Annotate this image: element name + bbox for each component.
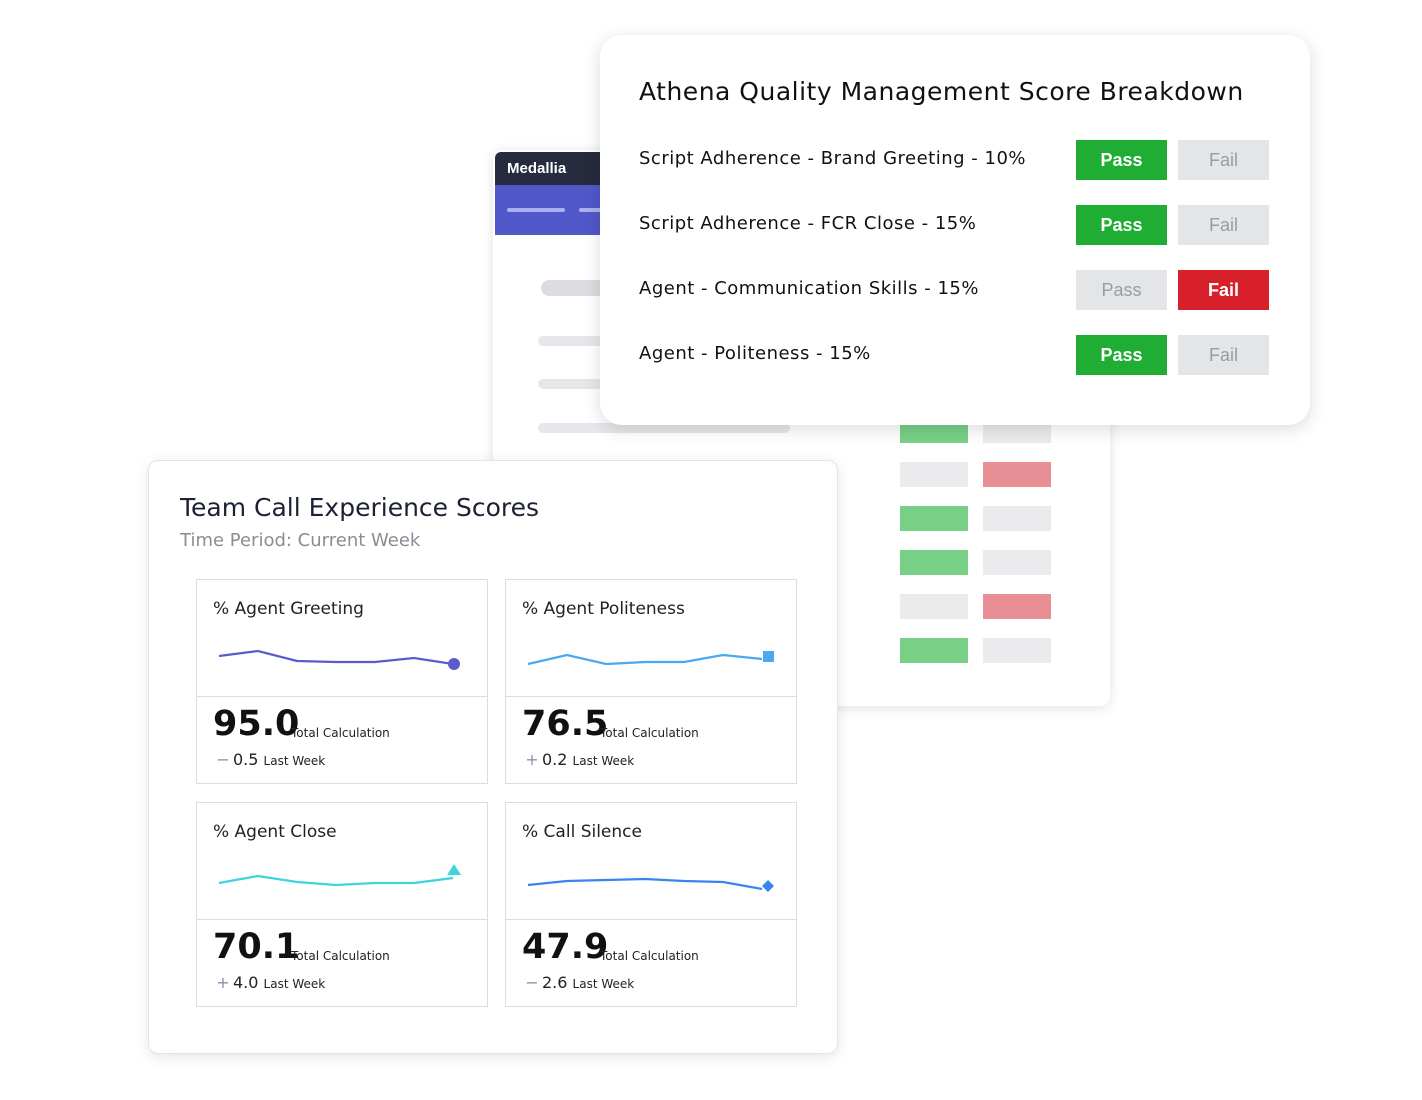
tile-value-label: Total Calculation [600,726,699,740]
pass-button[interactable]: Pass [1076,205,1167,245]
fail-button[interactable]: Fail [1178,140,1269,180]
change-value: 4.0 [233,973,259,992]
sparkline-line [218,649,454,666]
medallia-logo: Medallia [507,160,567,177]
change-sign: − [216,750,230,769]
score-breakdown-card: Athena Quality Management Score Breakdow… [600,35,1310,425]
grid-cell [983,550,1051,575]
team-scores-card: Team Call Experience Scores Time Period:… [148,460,838,1054]
sparkline [218,649,460,670]
tile-title: % Agent Close [213,822,337,842]
marker-diamond [762,880,774,892]
pass-button[interactable]: Pass [1076,335,1167,375]
tile-change: −0.5 Last Week [213,750,325,769]
tile-value: 47.9 [522,927,609,967]
placeholder-bar [538,379,648,389]
tile-value-label: Total Calculation [600,949,699,963]
change-label: Last Week [572,977,635,991]
pass-button[interactable]: Pass [1076,140,1167,180]
grid-cell [900,594,968,619]
tile-change: −2.6 Last Week [522,973,634,992]
team-title: Team Call Experience Scores [180,493,540,522]
criterion-label: Script Adherence - FCR Close - 15% [639,213,977,234]
tile-change: +4.0 Last Week [213,973,325,992]
sparkline-line [527,653,763,666]
pass-button[interactable]: Pass [1076,270,1167,310]
score-tile[interactable]: % Agent Politeness 76.5 Total Calculatio… [505,579,797,784]
change-label: Last Week [263,754,326,768]
criterion-label: Agent - Politeness - 15% [639,343,871,364]
change-label: Last Week [263,977,326,991]
marker-triangle [447,864,461,875]
sparkline [527,877,774,892]
change-sign: + [216,973,230,992]
tile-value-label: Total Calculation [291,949,390,963]
change-sign: − [525,973,539,992]
tile-value: 76.5 [522,704,609,744]
score-tile[interactable]: % Call Silence 47.9 Total Calculation −2… [505,802,797,1007]
marker-circle [448,658,460,670]
fail-button[interactable]: Fail [1178,205,1269,245]
grid-cell [983,594,1051,619]
criterion-label: Agent - Communication Skills - 15% [639,278,979,299]
sparkline-line [527,877,763,891]
placeholder-bar [538,336,648,346]
tile-title: % Call Silence [522,822,642,842]
change-label: Last Week [572,754,635,768]
criterion-label: Script Adherence - Brand Greeting - 10% [639,148,1027,169]
tile-value-label: Total Calculation [291,726,390,740]
grid-cell [900,550,968,575]
sparkline-line [218,874,454,887]
placeholder-bar [538,423,790,433]
change-value: 0.5 [233,750,259,769]
breakdown-title: Athena Quality Management Score Breakdow… [639,77,1244,106]
grid-cell [983,506,1051,531]
fail-button[interactable]: Fail [1178,270,1269,310]
fail-button[interactable]: Fail [1178,335,1269,375]
tile-value: 95.0 [213,704,300,744]
grid-cell [900,506,968,531]
change-value: 0.2 [542,750,568,769]
tile-title: % Agent Politeness [522,599,685,619]
sparkline [527,651,774,666]
grid-cell [983,462,1051,487]
time-period: Time Period: Current Week [180,530,421,551]
grid-cell [900,462,968,487]
change-value: 2.6 [542,973,568,992]
tile-title: % Agent Greeting [213,599,364,619]
tile-change: +0.2 Last Week [522,750,634,769]
grid-cell [983,638,1051,663]
score-tile[interactable]: % Agent Greeting 95.0 Total Calculation … [196,579,488,784]
sparkline [218,864,461,887]
grid-cell [900,638,968,663]
tile-value: 70.1 [213,927,300,967]
marker-square [763,651,774,662]
score-tile[interactable]: % Agent Close 70.1 Total Calculation +4.… [196,802,488,1007]
change-sign: + [525,750,539,769]
